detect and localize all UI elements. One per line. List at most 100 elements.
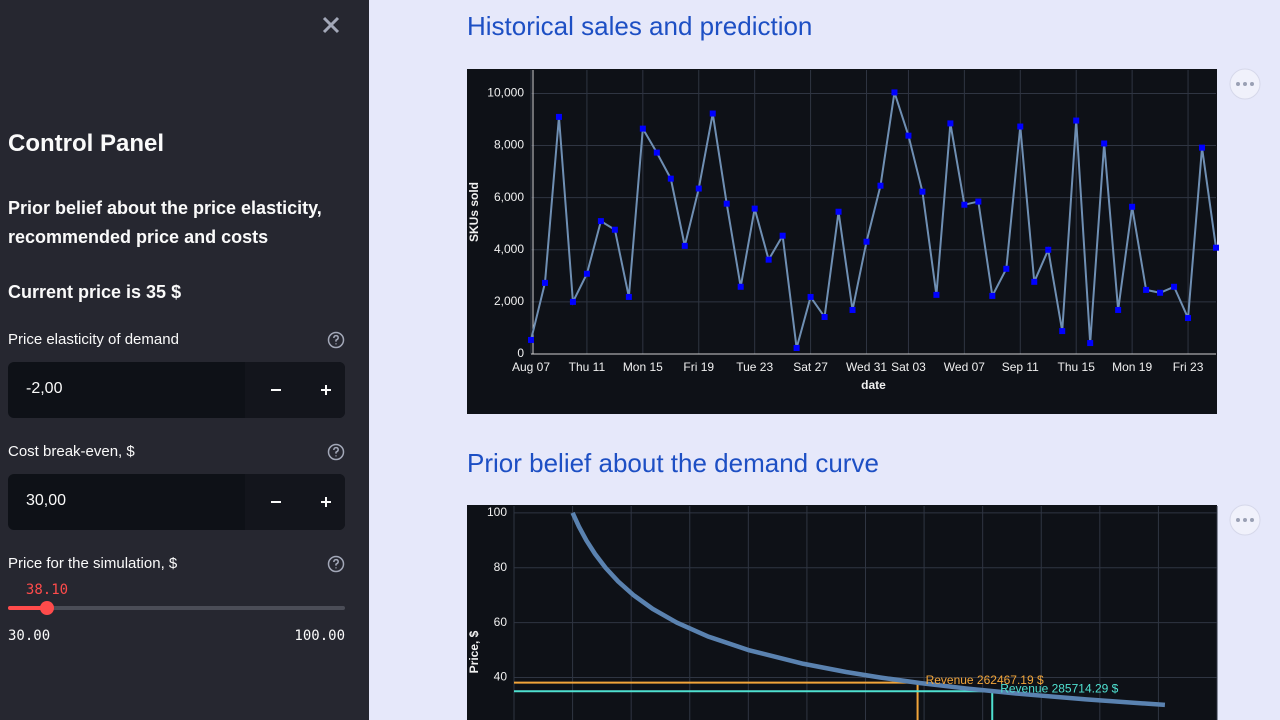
sales-marker <box>723 200 730 207</box>
sales-marker <box>821 314 828 321</box>
slider-fill <box>8 606 47 610</box>
sales-marker <box>1129 203 1136 210</box>
sales-marker <box>863 238 870 245</box>
sales-marker <box>1087 340 1094 347</box>
slider-min: 30.00 <box>8 628 50 644</box>
x-tick-label: Fri 23 <box>1173 360 1204 374</box>
sales-marker <box>555 113 562 120</box>
slider-value: 38.10 <box>26 582 68 598</box>
number-input[interactable]: -2,00 <box>8 362 345 418</box>
sales-marker <box>1073 117 1080 124</box>
y-axis-label: SKUs sold <box>467 182 481 242</box>
sales-marker <box>919 188 926 195</box>
sales-marker <box>849 306 856 313</box>
x-tick-label: Wed 07 <box>944 360 985 374</box>
sales-marker <box>961 201 968 208</box>
sales-marker <box>905 132 912 139</box>
sales-marker <box>807 293 814 300</box>
sales-marker <box>737 283 744 290</box>
x-tick-label: Fri 19 <box>683 360 714 374</box>
sales-marker <box>877 182 884 189</box>
demand-curve <box>570 511 1166 708</box>
sales-marker <box>933 291 940 298</box>
y-tick-label: 80 <box>494 560 508 574</box>
help-icon[interactable] <box>327 443 345 461</box>
step-buttons[interactable] <box>245 474 345 530</box>
revenue-label: Revenue 285714.29 $ <box>1000 681 1118 695</box>
sales-marker <box>695 185 702 192</box>
sales-marker <box>1045 246 1052 253</box>
sales-marker <box>1171 283 1178 290</box>
sales-marker <box>891 89 898 96</box>
sales-marker <box>975 198 982 205</box>
sales-marker <box>583 270 590 277</box>
sales-marker <box>653 149 660 156</box>
y-tick-label: 60 <box>494 615 508 629</box>
sales-marker <box>1143 286 1150 293</box>
y-tick-label: 40 <box>494 670 508 684</box>
sales-marker <box>751 205 758 212</box>
modebar-button[interactable] <box>1229 504 1261 536</box>
sales-marker <box>625 293 632 300</box>
y-tick-label: 100 <box>487 505 507 519</box>
slider[interactable]: 38.10 30.00 100.00 <box>0 578 369 648</box>
sales-marker <box>1199 144 1206 151</box>
sales-marker <box>765 256 772 263</box>
slider-track <box>8 606 345 610</box>
x-tick-label: Thu 15 <box>1058 360 1096 374</box>
chart-title: Prior belief about the demand curve <box>467 448 879 478</box>
input-label: Price elasticity of demand <box>8 331 179 348</box>
current-price: Current price is 35 $ <box>8 282 182 302</box>
number-input[interactable]: 30,00 <box>8 474 345 530</box>
input-value: -2,00 <box>26 380 63 397</box>
y-tick-label: 4,000 <box>494 242 524 256</box>
sales-marker <box>1031 278 1038 285</box>
step-buttons[interactable] <box>245 362 345 418</box>
sales-marker <box>1157 289 1164 296</box>
sales-marker <box>611 226 618 233</box>
y-tick-label: 0 <box>517 346 524 360</box>
sales-marker <box>1059 328 1066 335</box>
sales-marker <box>1185 315 1192 322</box>
x-tick-label: Aug 07 <box>512 360 550 374</box>
slider-thumb <box>39 601 54 615</box>
y-tick-label: 2,000 <box>494 294 524 308</box>
input-label: Cost break-even, $ <box>8 443 135 460</box>
sales-marker <box>681 242 688 249</box>
x-tick-label: Sep 11 <box>1002 360 1039 374</box>
y-axis-label: Price, $ <box>467 630 481 673</box>
help-icon[interactable] <box>327 555 345 573</box>
revenue-label: Revenue 262467.19 $ <box>926 673 1044 687</box>
sidebar-title: Control Panel <box>8 130 165 157</box>
sales-marker <box>667 175 674 182</box>
slider-label: Price for the simulation, $ <box>8 555 178 572</box>
sales-marker <box>1213 244 1219 251</box>
sales-marker <box>835 208 842 215</box>
sales-marker <box>1101 140 1108 147</box>
input-value: 30,00 <box>26 492 67 509</box>
sales-marker <box>597 218 604 225</box>
sidebar-subtitle: Prior belief about the price elasticity,… <box>8 198 322 247</box>
sales-marker <box>1003 265 1010 272</box>
x-tick-label: Wed 31 <box>846 360 887 374</box>
chart-background <box>467 505 1217 720</box>
sales-marker <box>709 110 716 117</box>
sales-marker <box>779 232 786 239</box>
help-icon[interactable] <box>327 331 345 349</box>
sales-marker <box>639 125 646 132</box>
sales-marker <box>1115 306 1122 313</box>
close-button[interactable] <box>322 16 340 34</box>
modebar-button[interactable] <box>1229 68 1261 100</box>
x-tick-label: Thu 11 <box>569 360 606 374</box>
sidebar: Control Panel Prior belief about the pri… <box>0 0 369 720</box>
sales-marker <box>1017 123 1024 130</box>
x-tick-label: Mon 19 <box>1112 360 1152 374</box>
sales-marker <box>528 336 534 343</box>
sales-line <box>530 92 1217 349</box>
chart-title: Historical sales and prediction <box>467 11 812 41</box>
sales-marker <box>569 298 576 305</box>
y-tick-label: 8,000 <box>494 138 524 152</box>
x-tick-label: Tue 23 <box>736 360 773 374</box>
sales-marker <box>947 120 954 127</box>
